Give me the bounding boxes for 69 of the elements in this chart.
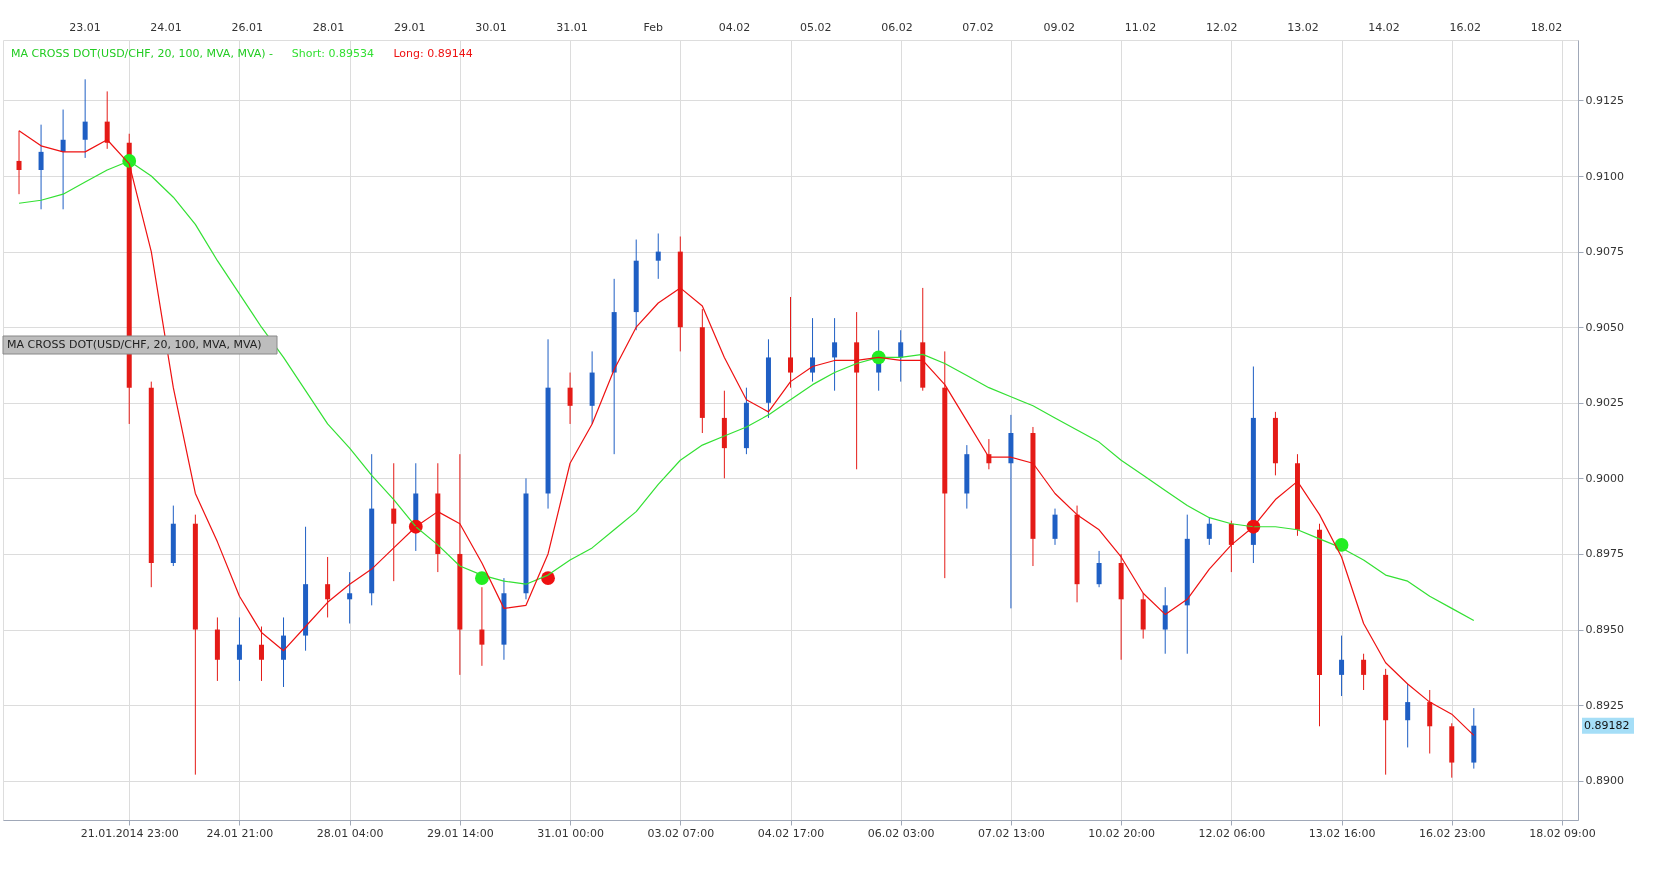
x-tick-label: 29.01 14:00 — [427, 826, 494, 840]
candlestick — [391, 462, 397, 582]
text: 14.02 — [1368, 21, 1400, 34]
x-tick-label: 21.01.2014 23:00 — [80, 826, 179, 840]
text: Long: 0.89144 — [393, 47, 473, 60]
candlestick — [236, 616, 242, 682]
x-tick-label: 31.01 00:00 — [537, 826, 604, 840]
candlestick — [810, 317, 816, 383]
y-tick-label: 0.8950 — [1585, 623, 1624, 637]
text: 11.02 — [1124, 21, 1157, 34]
text: 06.02 — [881, 21, 913, 34]
text: 0.89182 — [1584, 718, 1630, 732]
candlestick — [1339, 635, 1345, 697]
text: 24.01 — [150, 21, 182, 34]
annotation: MA CROSS DOT(USD/CHF, 20, 100, MVA, MVA) — [7, 338, 262, 351]
candlestick — [655, 232, 661, 280]
x-tick-label: 04.02 17:00 — [757, 826, 825, 840]
candlestick — [788, 296, 793, 389]
text: 07.02 — [962, 21, 994, 34]
text: 30.01 — [475, 21, 507, 34]
candlestick — [258, 626, 264, 682]
candlestick — [832, 317, 838, 392]
x-tick-label: 16.02 23:00 — [1418, 826, 1486, 840]
text: 23.01 — [69, 21, 101, 34]
x-tick-label: 28.01 04:00 — [316, 826, 384, 840]
candlestick — [898, 329, 904, 383]
candlestick — [325, 556, 331, 618]
text: 26.01 — [231, 21, 264, 34]
x-tick-label: 07.02 13:00 — [978, 826, 1045, 840]
candlestick — [347, 571, 353, 624]
candlestick — [60, 109, 66, 210]
y-tick-label: 0.9050 — [1585, 320, 1624, 334]
y-tick-label: 0.9000 — [1585, 471, 1624, 485]
text: 18.02 — [1530, 21, 1563, 34]
candlestick — [1206, 517, 1212, 546]
text: MA CROSS DOT(USD/CHF, 20, 100, MVA, MVA) - — [11, 47, 274, 60]
x-tick-label: 24.01 21:00 — [206, 826, 274, 840]
candlestick — [1096, 550, 1102, 588]
x-tick-label: 13.02 16:00 — [1308, 826, 1376, 840]
y-tick-label: 0.8925 — [1585, 698, 1624, 712]
text: 05.02 — [799, 21, 832, 34]
text: Short: 0.89534 — [291, 47, 375, 60]
x-tick-label: 06.02 03:00 — [867, 826, 935, 840]
text: 29.01 — [393, 21, 426, 34]
x-tick-label: 10.02 20:00 — [1088, 826, 1155, 840]
candlestick — [479, 586, 485, 667]
y-tick-label: 0.8975 — [1585, 547, 1624, 561]
candlestick — [1361, 653, 1367, 691]
x-tick-label: 03.02 07:00 — [647, 826, 715, 840]
candlestick — [38, 124, 44, 210]
text: 09.02 — [1043, 21, 1076, 34]
text: 16.02 — [1449, 21, 1482, 34]
text: 31.01 — [556, 21, 588, 34]
candlestick — [567, 372, 573, 425]
candlestick — [1405, 683, 1411, 748]
text: 13.02 — [1287, 21, 1319, 34]
text: 12.02 — [1205, 21, 1238, 34]
y-tick-label: 0.9100 — [1585, 169, 1624, 183]
y-tick-label: 0.8900 — [1585, 774, 1624, 788]
text: Feb — [643, 21, 664, 34]
y-tick-label: 0.9125 — [1585, 93, 1624, 107]
y-tick-label: 0.9075 — [1585, 245, 1624, 259]
candlestick — [82, 78, 88, 159]
text: 28.01 — [312, 21, 345, 34]
text: 04.02 — [718, 21, 751, 34]
y-tick-label: 0.9025 — [1585, 396, 1624, 410]
candlestick — [1228, 520, 1234, 573]
x-tick-label: 18.02 09:00 — [1529, 826, 1596, 840]
x-tick-label: 12.02 06:00 — [1198, 826, 1266, 840]
